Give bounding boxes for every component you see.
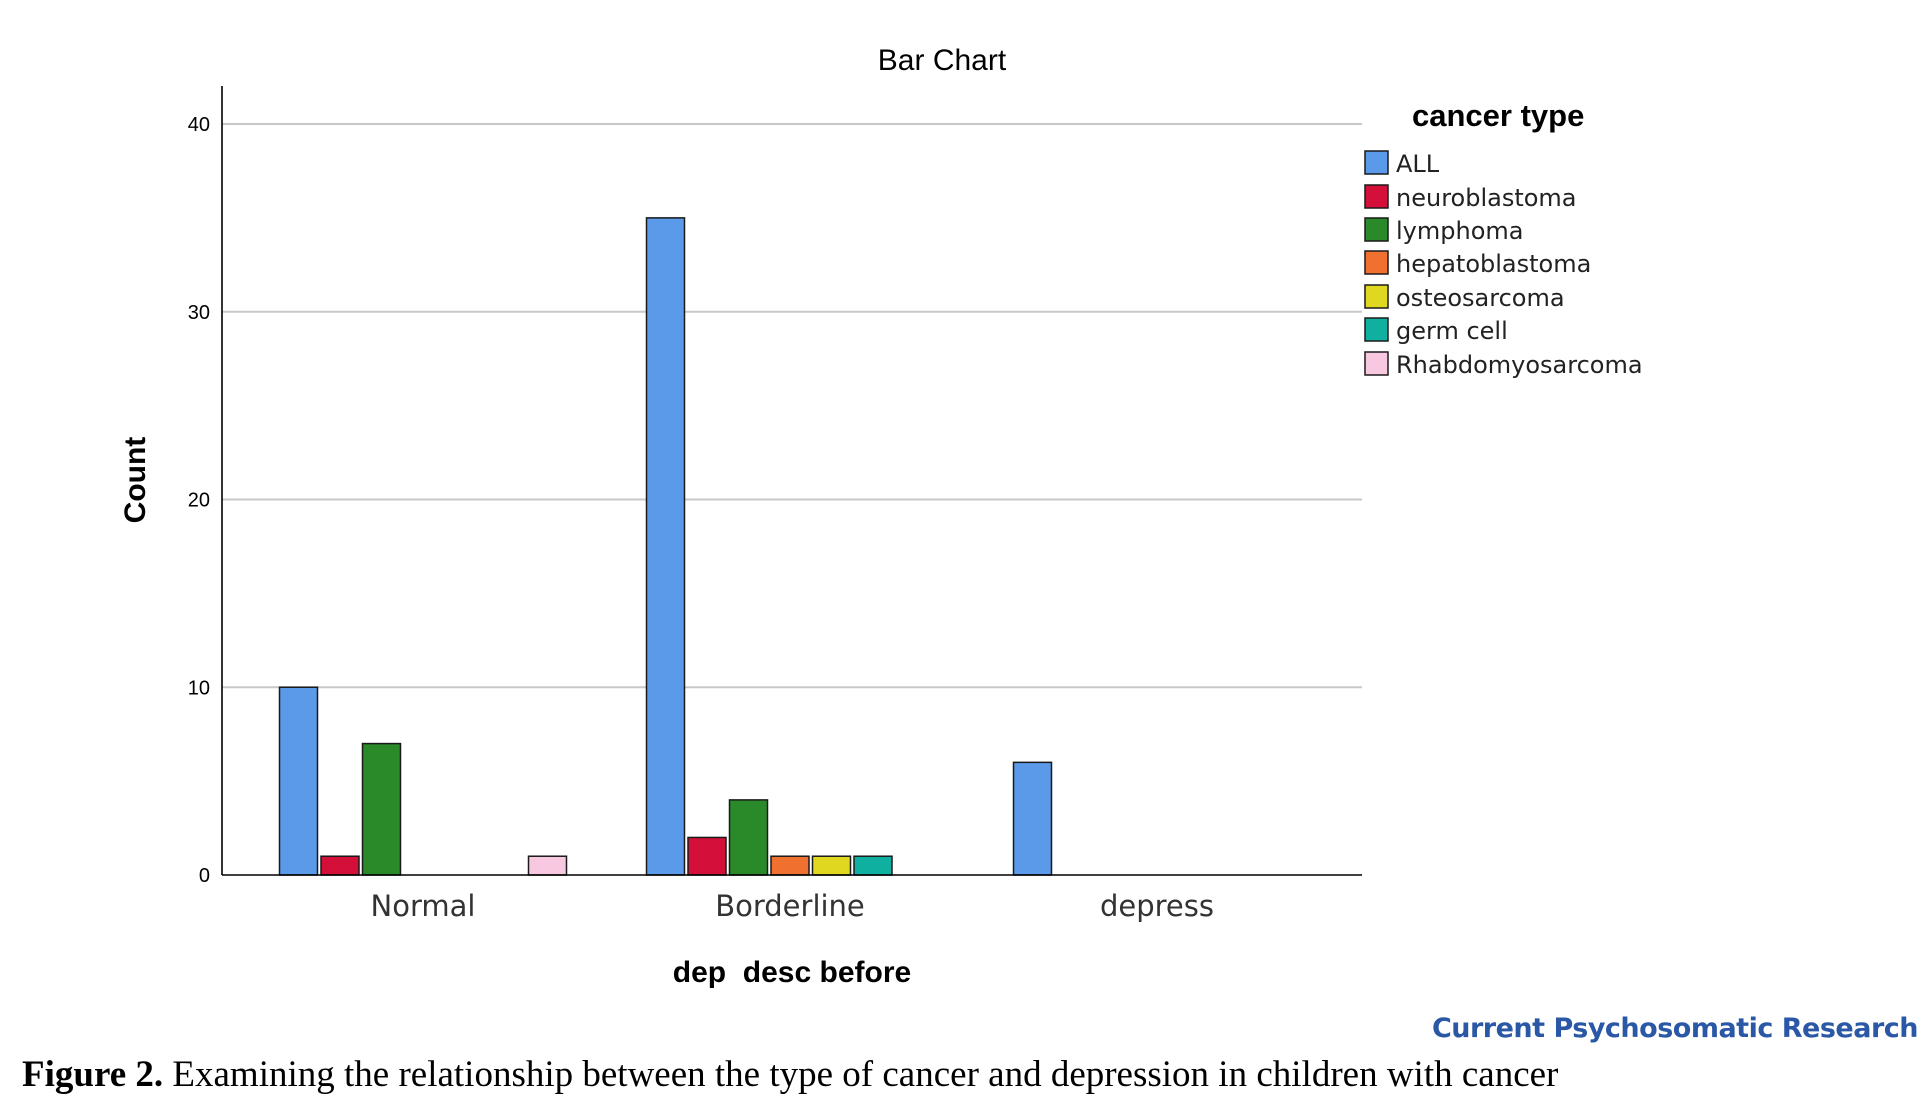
legend: ALL neuroblastoma lymphoma hepatoblastoma os… (1364, 150, 1643, 379)
axes (221, 86, 1362, 876)
bar-borderline-lymphoma (728, 799, 769, 876)
legend-swatch-germ-cell (1364, 317, 1389, 342)
grid-lines (222, 123, 1362, 689)
category-labels: Normal Borderline depress (371, 889, 1214, 923)
y-tick-label-40: 40 (188, 114, 210, 136)
legend-swatch-neuroblastoma (1364, 184, 1389, 209)
legend-label-hepatoblastoma: hepatoblastoma (1396, 250, 1591, 278)
legend-swatch-osteosarcoma (1364, 284, 1389, 309)
legend-swatch-lymphoma (1364, 217, 1389, 242)
y-tick-label-0: 0 (199, 865, 210, 887)
y-tick-label-10: 10 (188, 677, 210, 699)
figure-caption: Figure 2. Examining the relationship bet… (22, 1053, 1558, 1096)
y-tick-label-30: 30 (188, 302, 210, 324)
legend-label-lymphoma: lymphoma (1396, 217, 1523, 245)
legend-swatch-all (1364, 150, 1389, 175)
legend-label-all: ALL (1396, 150, 1440, 178)
legend-title: cancer type (1412, 98, 1584, 133)
y-axis-label: Count (119, 437, 152, 524)
category-label-depress: depress (1100, 889, 1214, 923)
y-tick-labels: 0 10 20 30 40 (188, 114, 210, 887)
bar-borderline-all (645, 217, 686, 876)
bar-normal-rhabdomyosarcoma (527, 855, 568, 876)
x-axis-label: dep desc before (673, 956, 911, 989)
legend-swatch-hepatoblastoma (1364, 250, 1389, 275)
bar-borderline-hepatoblastoma (770, 855, 810, 876)
caption-label: Figure 2. (22, 1054, 164, 1095)
legend-label-neuroblastoma: neuroblastoma (1396, 184, 1577, 212)
bar-depress-all (1012, 761, 1053, 876)
category-label-normal: Normal (371, 889, 476, 923)
legend-swatch-rhabdomyosarcoma (1364, 351, 1389, 376)
bar-normal-neuroblastoma (320, 855, 360, 876)
bar-normal-all (278, 686, 319, 876)
bar-borderline-osteosarcoma (811, 855, 852, 876)
caption-text: Examining the relationship between the t… (163, 1054, 1559, 1095)
chart-title: Bar Chart (878, 44, 1007, 77)
legend-label-rhabdomyosarcoma: Rhabdomyosarcoma (1396, 351, 1643, 379)
bars (278, 217, 1053, 876)
bar-borderline-neuroblastoma (687, 836, 727, 876)
bar-normal-lymphoma (361, 742, 402, 876)
y-tick-label-20: 20 (188, 490, 210, 512)
journal-watermark: Current Psychosomatic Research (1431, 1013, 1919, 1044)
bar-borderline-germ-cell (853, 855, 893, 876)
category-label-borderline: Borderline (715, 889, 865, 923)
legend-label-osteosarcoma: osteosarcoma (1396, 284, 1565, 312)
legend-label-germ-cell: germ cell (1396, 317, 1508, 345)
